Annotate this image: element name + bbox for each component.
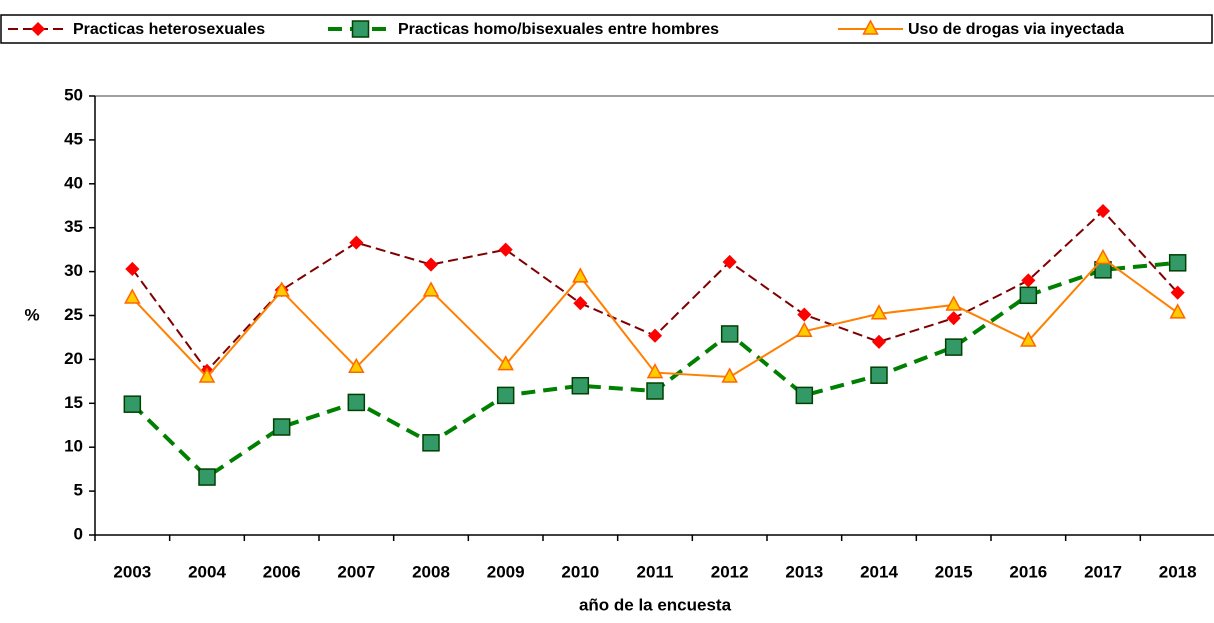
point (571, 376, 590, 395)
y-tick-label: 30 (64, 261, 83, 280)
point (572, 267, 589, 283)
x-tick-label: 2009 (487, 562, 525, 581)
point (348, 357, 365, 374)
x-tick-label: 2011 (637, 562, 674, 581)
y-tick-label: 0 (74, 524, 83, 543)
point (1168, 254, 1187, 272)
point (198, 367, 216, 383)
point (349, 235, 364, 250)
point (944, 338, 963, 356)
point (125, 261, 140, 277)
point (646, 382, 664, 400)
x-tick-label: 2007 (337, 562, 375, 581)
point (1095, 203, 1111, 219)
point (871, 334, 887, 349)
y-axis-label: % (24, 305, 39, 324)
legend-label: Practicas heterosexuales (73, 21, 265, 38)
x-tick-label: 2016 (1009, 562, 1047, 581)
legend-marker (862, 19, 879, 35)
point (647, 328, 663, 343)
y-tick-label: 45 (64, 129, 83, 148)
point (720, 325, 739, 343)
x-tick-label: 2006 (263, 562, 301, 581)
y-tick-label: 50 (64, 85, 83, 104)
point (870, 304, 888, 320)
x-tick-label: 2018 (1159, 562, 1197, 581)
point (496, 386, 515, 405)
point (422, 281, 440, 297)
point (272, 418, 291, 436)
point (273, 281, 290, 297)
point (646, 362, 664, 379)
y-tick-label: 40 (64, 173, 83, 192)
legend-frame (0, 14, 1213, 44)
x-tick-label: 2013 (785, 562, 823, 581)
point (124, 288, 141, 304)
point (1169, 303, 1186, 319)
point (1020, 331, 1037, 347)
point (422, 434, 440, 452)
point (198, 468, 216, 486)
x-tick-label: 2017 (1084, 562, 1122, 581)
x-tick-label: 2014 (860, 562, 898, 581)
x-tick-label: 2012 (711, 562, 749, 581)
point (722, 254, 737, 270)
point (1094, 248, 1112, 265)
series-line (131, 257, 1179, 379)
legend-label: Practicas homo/bisexuales entre hombres (398, 21, 719, 38)
x-tick-label: 2003 (113, 562, 151, 581)
point (796, 321, 813, 338)
point (123, 395, 142, 413)
point (498, 242, 513, 257)
y-tick-label: 35 (64, 217, 83, 236)
x-axis-label: año de la encuesta (579, 595, 732, 614)
y-tick-label: 25 (64, 305, 83, 324)
y-tick-label: 10 (64, 437, 83, 456)
point (1019, 286, 1038, 305)
point (423, 257, 439, 272)
point (1021, 273, 1036, 288)
point (347, 393, 366, 412)
point (946, 311, 961, 326)
legend-label: Uso de drogas via inyectada (908, 21, 1124, 38)
point (497, 355, 514, 371)
y-tick-label: 5 (74, 481, 83, 500)
point (795, 386, 814, 405)
legend-marker (30, 21, 46, 37)
point (797, 307, 812, 322)
x-tick-label: 2008 (412, 562, 450, 581)
x-tick-label: 2010 (561, 562, 599, 581)
point (573, 296, 588, 311)
legend-marker (351, 20, 370, 38)
x-tick-label: 2004 (188, 562, 226, 581)
y-tick-label: 15 (64, 393, 83, 412)
point (1170, 285, 1185, 300)
x-tick-label: 2015 (935, 562, 973, 581)
y-tick-label: 20 (64, 349, 83, 368)
point (721, 367, 738, 383)
point (870, 366, 888, 384)
point (945, 295, 962, 311)
